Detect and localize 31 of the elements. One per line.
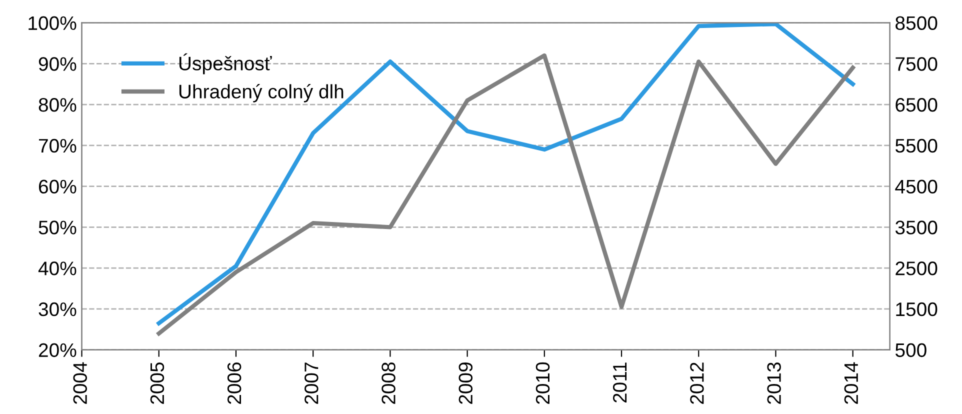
x-tick-label: 2011 bbox=[612, 362, 627, 402]
y-tick-label: 60% bbox=[38, 180, 76, 194]
y2-tick-label: 3500 bbox=[895, 220, 938, 234]
y2-tick-label: 500 bbox=[895, 343, 926, 358]
x-tick-label: 2010 bbox=[536, 362, 550, 404]
y-tick-label: 40% bbox=[38, 262, 76, 276]
y-tick-label: 70% bbox=[38, 138, 76, 153]
legend-label: Uhradený colný dlh bbox=[179, 84, 344, 102]
y-tick-label: 30% bbox=[38, 302, 76, 316]
x-tick-label: 2013 bbox=[767, 362, 781, 404]
y2-tick-label: 6500 bbox=[896, 98, 938, 112]
y-tick-label: 20% bbox=[38, 343, 76, 358]
y2-tick-label: 7500 bbox=[896, 57, 938, 71]
x-tick-label: 2006 bbox=[227, 362, 242, 404]
y2-tick-label: 1500 bbox=[896, 302, 938, 316]
y-tick-label: 100% bbox=[28, 16, 76, 30]
y-tick-label: 50% bbox=[38, 220, 76, 234]
y-tick-label: 90% bbox=[38, 57, 76, 71]
y2-tick-label: 2500 bbox=[896, 262, 938, 276]
x-tick-label: 2004 bbox=[73, 362, 87, 404]
x-tick-label: 2008 bbox=[382, 362, 396, 404]
y2-tick-label: 4500 bbox=[895, 180, 938, 194]
x-tick-label: 2005 bbox=[150, 362, 164, 404]
x-tick-label: 2012 bbox=[690, 362, 704, 404]
x-tick-label: 2007 bbox=[304, 362, 318, 404]
y-tick-label: 80% bbox=[38, 98, 76, 112]
y2-tick-label: 5500 bbox=[895, 138, 938, 153]
x-tick-label: 2014 bbox=[844, 362, 858, 404]
x-tick-label: 2009 bbox=[458, 362, 473, 404]
y2-tick-label: 8500 bbox=[896, 16, 938, 30]
legend-label: Úspešnosť bbox=[179, 53, 272, 74]
